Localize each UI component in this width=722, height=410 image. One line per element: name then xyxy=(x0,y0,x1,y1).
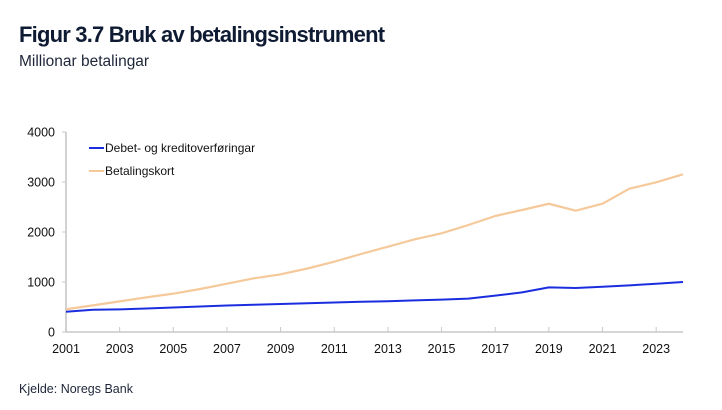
x-axis: 2001 2003 2005 2007 2009 2011 2013 2015 2017 2019… xyxy=(52,327,683,356)
x-tick-label: 2013 xyxy=(374,342,402,356)
x-tick-label: 2003 xyxy=(106,342,134,356)
x-tick-label: 2019 xyxy=(535,342,563,356)
x-tick-label: 2011 xyxy=(321,342,348,356)
x-tick-label: 2001 xyxy=(52,342,80,356)
source-note: Kjelde: Noregs Bank xyxy=(19,382,133,396)
x-tick-label: 2007 xyxy=(213,342,241,356)
y-tick-label: 3000 xyxy=(27,176,55,190)
x-tick-label: 2021 xyxy=(589,342,617,356)
legend-label: Betalingskort xyxy=(105,164,175,178)
chart-title: Figur 3.7 Bruk av betalingsinstrument xyxy=(19,22,385,47)
series-line-betalingskort xyxy=(65,173,684,311)
y-tick-label: 4000 xyxy=(27,126,55,140)
y-axis: 0 1000 2000 3000 4000 xyxy=(27,126,67,340)
series-line-debet-kreditoverforingar xyxy=(65,281,684,313)
x-tick-label: 2023 xyxy=(642,342,670,356)
legend-label: Debet- og kreditoverføringar xyxy=(105,141,255,155)
x-tick-label: 2005 xyxy=(159,342,187,356)
chart-subtitle: Millionar betalingar xyxy=(19,53,150,70)
y-tick-label: 0 xyxy=(48,326,55,340)
x-tick-label: 2017 xyxy=(481,342,509,356)
x-tick-label: 2015 xyxy=(428,342,456,356)
legend: Debet- og kreditoverføringar Betalingskor… xyxy=(89,141,255,178)
y-tick-label: 2000 xyxy=(27,226,55,240)
y-tick-label: 1000 xyxy=(27,276,55,290)
series-lines xyxy=(65,173,684,313)
x-tick-label: 2009 xyxy=(267,342,295,356)
